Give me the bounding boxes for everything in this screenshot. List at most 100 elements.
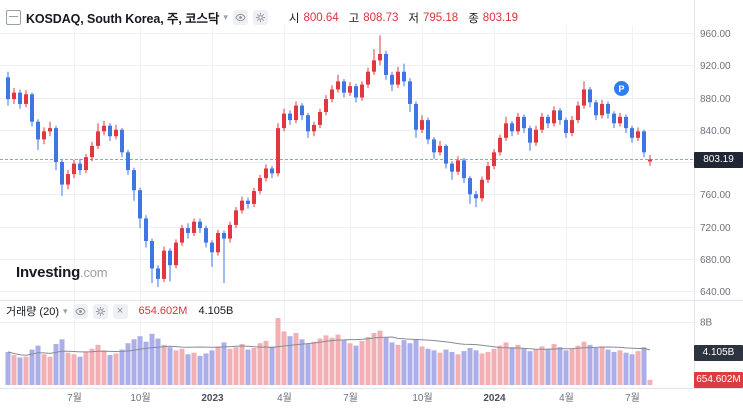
- chevron-down-icon[interactable]: ▾: [62, 305, 68, 316]
- candle-body: [324, 99, 328, 113]
- candle-body: [18, 92, 22, 104]
- gear-icon: [255, 12, 265, 23]
- volume-bar: [251, 347, 257, 385]
- candle-body: [42, 131, 46, 140]
- volume-bar: [65, 352, 71, 385]
- candle-body: [606, 103, 610, 114]
- y-axis-label: 880.00: [700, 94, 731, 105]
- candle-body: [84, 157, 88, 171]
- volume-bar: [323, 335, 329, 385]
- candle-body: [480, 179, 484, 199]
- volume-bar: [59, 339, 65, 385]
- volume-bar: [221, 342, 227, 385]
- candle-body: [504, 123, 508, 138]
- candle-body: [618, 116, 622, 124]
- volume-bar: [359, 340, 365, 385]
- visibility-toggle-button[interactable]: [232, 10, 248, 25]
- x-axis-label: 2023: [201, 393, 224, 404]
- collapse-pane-icon[interactable]: [6, 10, 21, 25]
- candle-body: [558, 110, 562, 121]
- candle-body: [594, 102, 598, 116]
- volume-bar: [587, 344, 593, 385]
- candle-body: [108, 125, 112, 137]
- volume-bar: [347, 343, 353, 385]
- volume-bar: [485, 351, 491, 385]
- gear-icon: [95, 306, 105, 316]
- candle-body: [318, 112, 322, 125]
- candle-body: [270, 168, 274, 174]
- volume-bar: [203, 353, 209, 385]
- volume-bar: [341, 340, 347, 385]
- volume-bar: [461, 351, 467, 385]
- volume-bar: [41, 354, 47, 385]
- volume-close-button[interactable]: ×: [112, 303, 128, 319]
- logo-name: Investing: [16, 264, 81, 281]
- volume-bar: [329, 337, 335, 385]
- candle-body: [354, 86, 358, 98]
- candle-body: [492, 152, 496, 167]
- candle-body: [6, 77, 10, 100]
- y-axis-label: 680.00: [700, 255, 731, 266]
- volume-bar: [263, 340, 269, 385]
- volume-bar: [257, 343, 263, 385]
- volume-bar: [581, 341, 587, 385]
- volume-bar: [419, 346, 425, 385]
- x-axis-label: 10월: [130, 392, 150, 404]
- volume-bar: [35, 345, 41, 385]
- volume-bar: [449, 351, 455, 385]
- candle-body: [522, 116, 526, 129]
- candle-body: [96, 131, 100, 146]
- volume-bar: [533, 349, 539, 385]
- candle-body: [294, 105, 298, 121]
- candle-body: [468, 178, 472, 195]
- volume-visibility-button[interactable]: [72, 303, 88, 319]
- candle-body: [258, 178, 262, 192]
- investing-logo: Investing.com: [16, 264, 108, 281]
- candle-body: [582, 89, 586, 106]
- event-marker-p[interactable]: P: [614, 81, 629, 96]
- chevron-down-icon[interactable]: ▾: [223, 12, 228, 22]
- candle-body: [372, 60, 376, 72]
- volume-ma-tag: 4.105B: [694, 344, 743, 361]
- volume-bar: [401, 340, 407, 385]
- symbol-title[interactable]: KOSDAQ, South Korea, 주, 코스닥: [26, 12, 220, 26]
- candle-body: [78, 163, 82, 171]
- volume-bar: [209, 350, 215, 385]
- candle-body: [204, 228, 208, 243]
- symbol-header: KOSDAQ, South Korea, 주, 코스닥 ▾ 시 800.64 고…: [6, 8, 518, 27]
- candle-body: [300, 105, 304, 116]
- volume-bar: [335, 334, 341, 385]
- candle-body: [348, 86, 352, 93]
- volume-bar: [227, 348, 233, 385]
- volume-bar: [395, 344, 401, 385]
- volume-bar: [623, 352, 629, 385]
- candle-body: [378, 53, 382, 61]
- settings-button[interactable]: [252, 10, 268, 25]
- volume-bar: [95, 344, 101, 385]
- volume-indicator-title[interactable]: 거래량 (20): [6, 306, 59, 318]
- candle-body: [264, 168, 268, 179]
- x-axis-label: 2024: [483, 393, 506, 404]
- volume-settings-button[interactable]: [92, 303, 108, 319]
- volume-bar: [245, 349, 251, 385]
- candle-body: [576, 105, 580, 121]
- candle-body: [228, 224, 232, 239]
- low-label: 저: [408, 12, 420, 25]
- volume-bar: [491, 348, 497, 385]
- volume-bar: [167, 347, 173, 385]
- candle-body: [72, 163, 76, 175]
- volume-ma-line: [7, 336, 651, 356]
- x-axis-label: 4월: [559, 392, 574, 404]
- current-price-tag: 803.19: [694, 151, 743, 168]
- volume-bar: [179, 348, 185, 385]
- volume-bar: [551, 344, 557, 385]
- volume-bar: [77, 356, 83, 385]
- candle-body: [210, 242, 214, 253]
- logo-tld: .com: [80, 265, 108, 280]
- candle-body: [198, 221, 202, 229]
- volume-bar: [161, 344, 167, 385]
- candle-body: [234, 210, 238, 225]
- volume-bar: [425, 348, 431, 385]
- volume-bar: [629, 354, 635, 385]
